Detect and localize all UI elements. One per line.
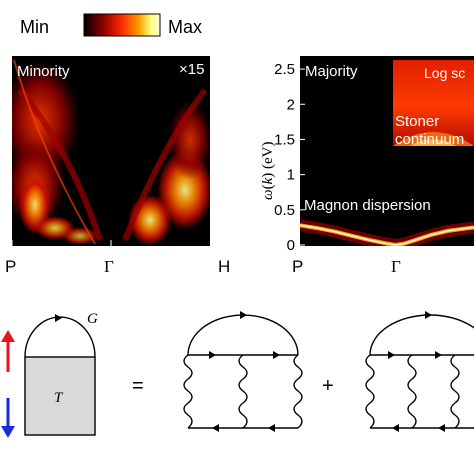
spin-up-arrow <box>1 330 15 372</box>
minority-heatmap-panel: Minority ×15 P Γ H <box>5 56 230 276</box>
majority-heatmap-intensity <box>300 219 474 246</box>
majority-panel-label: Majority <box>305 63 358 80</box>
majority-xtick-Gamma: Γ <box>391 257 401 276</box>
ladder-diagram-three-rungs <box>365 311 474 432</box>
equals-sign: = <box>132 375 144 397</box>
minority-scale-note: ×15 <box>179 61 204 78</box>
minority-xtick-Gamma: Γ <box>104 257 114 276</box>
y-tick-label: 1.5 <box>274 131 295 148</box>
ladder-diagram-two-rungs <box>183 311 303 432</box>
minority-heatmap-intensity <box>12 59 210 246</box>
minority-xtick-H: H <box>218 257 230 276</box>
t-label: T <box>54 390 64 406</box>
colorbar-max-label: Max <box>168 17 202 37</box>
stoner-label: Stoner <box>395 113 439 130</box>
log-scale-inset: Log sc Stoner continuum <box>393 60 474 148</box>
continuum-label: continuum <box>395 131 464 148</box>
t-matrix-box <box>24 356 96 436</box>
colorbar-min-label: Min <box>20 17 49 37</box>
y-tick-label: 1 <box>287 167 295 184</box>
minority-panel-label: Minority <box>17 63 70 80</box>
spin-down-arrow <box>1 398 15 438</box>
colorbar-gradient <box>83 13 161 37</box>
inset-background <box>393 60 474 146</box>
y-tick-label: 2.5 <box>274 61 295 78</box>
majority-y-axis: 0 0.5 1 1.5 2 2.5 <box>274 61 305 254</box>
y-tick-label: 0 <box>287 237 295 254</box>
majority-heatmap-panel: 0 0.5 1 1.5 2 2.5 ω(k) (eV) Majority Log sc S… <box>260 56 474 276</box>
plus-sign: + <box>322 375 334 397</box>
magnon-dispersion-label: Magnon dispersion <box>304 197 431 214</box>
feynman-diagram: G T = + <box>1 311 474 438</box>
colorbar: Min Max <box>20 13 202 37</box>
y-tick-label: 0.5 <box>274 202 295 219</box>
magnon-band-core <box>300 224 474 246</box>
inset-label: Log sc <box>424 65 465 81</box>
y-tick-label: 2 <box>287 96 295 113</box>
minority-xtick-P: P <box>5 257 16 276</box>
t-matrix-term: G T <box>24 311 98 436</box>
majority-y-axis-label: ω(k) (eV) <box>260 142 276 201</box>
g-label: G <box>87 311 98 327</box>
majority-xtick-P: P <box>292 257 303 276</box>
